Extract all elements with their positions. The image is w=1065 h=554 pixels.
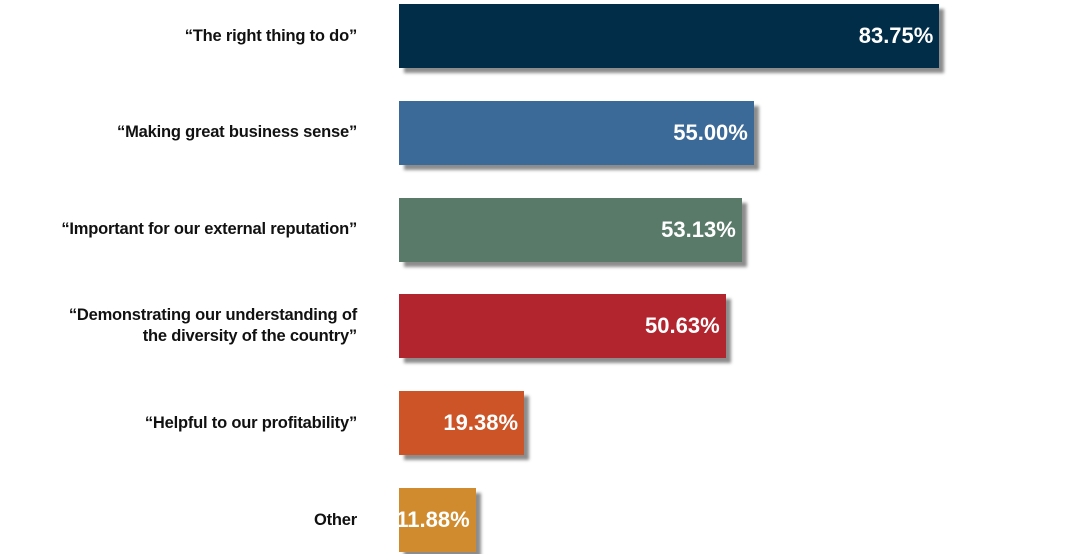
category-label: “Making great business sense”: [117, 123, 357, 142]
bar-value-label: 83.75%: [858, 23, 934, 48]
category-label: “Demonstrating our understanding of the …: [68, 306, 357, 346]
bar-value-label: 53.13%: [661, 216, 736, 242]
bar: 53.13%: [399, 197, 742, 262]
category-label: “The right thing to do”: [184, 26, 357, 45]
bar-value-label: 55.00%: [673, 119, 748, 145]
bar: 55.00%: [399, 100, 754, 165]
category-label: Other: [313, 510, 357, 529]
bar-value-label: 50.63%: [645, 313, 720, 339]
bar: 11.88%: [396, 488, 476, 552]
category-label: “Important for our external reputation”: [61, 220, 357, 239]
bar: 83.75%: [399, 4, 940, 68]
bar-value-label: 19.38%: [443, 410, 519, 436]
bar: 19.38%: [399, 391, 525, 456]
category-label: “Helpful to our profitability”: [144, 413, 357, 432]
bar: 50.63%: [399, 294, 726, 359]
bar-value-label: 11.88%: [396, 507, 470, 532]
